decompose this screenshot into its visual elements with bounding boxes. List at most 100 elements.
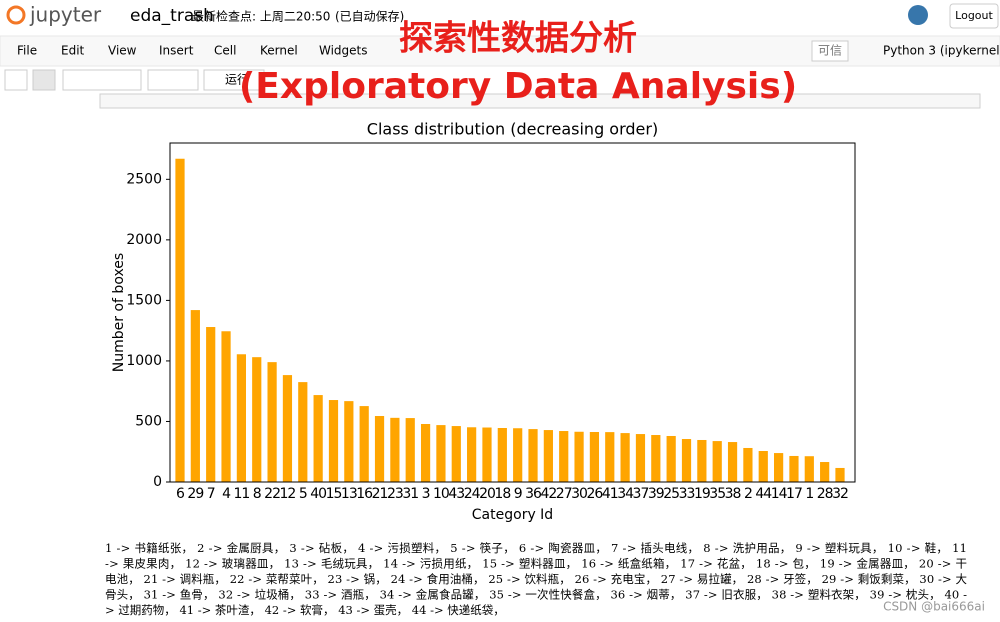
plot-frame <box>169 142 856 483</box>
move-buttons[interactable] <box>147 69 199 91</box>
bar <box>605 432 615 482</box>
bar <box>298 382 308 482</box>
bar <box>666 435 676 482</box>
x-tick-label: 35 <box>709 486 725 502</box>
x-tick-label: 18 <box>494 486 510 502</box>
bar <box>727 442 738 482</box>
bar <box>374 416 385 482</box>
x-tick-label: 3 <box>422 486 430 502</box>
edit-buttons[interactable] <box>62 69 142 91</box>
bar <box>513 428 523 482</box>
x-tick-label: 12 <box>280 486 296 502</box>
menu-item[interactable]: Kernel <box>260 44 298 58</box>
bar <box>681 439 692 482</box>
bar <box>835 467 845 482</box>
x-tick-label: 40 <box>310 486 326 502</box>
trusted: 可信 <box>818 44 842 58</box>
x-tick-label: 6 <box>176 486 185 502</box>
bar <box>282 375 293 482</box>
bar <box>804 456 814 482</box>
bar <box>221 331 231 482</box>
bar <box>482 427 492 482</box>
bar <box>267 362 277 482</box>
x-tick-label: 33 <box>679 486 695 502</box>
x-tick-label: 1 <box>805 486 813 502</box>
x-tick-label: 11 <box>233 486 249 502</box>
bar <box>758 451 768 482</box>
logout-button[interactable] <box>949 3 999 29</box>
save-button[interactable] <box>4 69 28 91</box>
autosave: (已自动保存) <box>335 10 404 24</box>
bar <box>620 433 630 482</box>
bar <box>206 327 216 482</box>
y-tick-label: 2500 <box>126 171 162 187</box>
y-tick-label: 0 <box>153 474 162 490</box>
x-axis-label: Category Id <box>472 507 553 523</box>
bar <box>390 417 400 482</box>
bar <box>405 418 415 482</box>
x-tick-label: 21 <box>372 486 388 502</box>
menu-item[interactable]: Widgets <box>319 44 368 58</box>
y-tick-label: 1000 <box>126 353 162 369</box>
bar <box>574 431 584 482</box>
x-tick-label: 16 <box>356 486 373 502</box>
x-tick-label: 42 <box>540 486 556 502</box>
chart-title: Class distribution (decreasing order) <box>367 120 658 139</box>
x-tick-label: 24 <box>464 486 481 502</box>
bar <box>743 447 753 482</box>
x-tick-label: 32 <box>832 486 848 502</box>
kernel-name: Python 3 (ipykernel) <box>883 44 1000 58</box>
logo: jupyter <box>29 3 102 27</box>
bar <box>359 406 369 482</box>
legend-line: 1 -> 书籍纸张， 2 -> 金属厨具， 3 -> 砧板， 4 -> 污损塑料… <box>105 541 967 555</box>
bar <box>635 434 646 482</box>
legend-line: 骨头， 31 -> 鱼骨， 32 -> 垃圾桶， 33 -> 酒瓶， 34 ->… <box>105 588 967 602</box>
x-tick-label: 27 <box>556 486 572 502</box>
x-tick-label: 26 <box>587 486 604 502</box>
add-button[interactable] <box>32 69 56 91</box>
x-tick-label: 28 <box>817 486 833 502</box>
bar <box>436 425 446 482</box>
notebook-name[interactable]: eda_trash <box>130 6 214 26</box>
bar <box>697 439 707 482</box>
x-tick-label: 7 <box>207 486 215 502</box>
menu-item[interactable]: Cell <box>214 44 236 58</box>
x-tick-label: 39 <box>648 486 664 502</box>
x-tick-label: 36 <box>525 486 542 502</box>
y-tick-label: 2000 <box>126 232 162 248</box>
trusted-badge <box>811 40 849 62</box>
menu-item[interactable]: View <box>108 44 137 58</box>
bar <box>175 158 185 482</box>
x-tick-label: 23 <box>387 486 403 502</box>
x-tick-label: 22 <box>264 486 280 502</box>
x-tick-label: 4 <box>222 486 231 502</box>
x-tick-label: 29 <box>187 486 203 502</box>
logout-label[interactable]: Logout <box>955 9 993 22</box>
y-tick-label: 500 <box>135 413 162 429</box>
toolbar: 运行 <box>4 69 265 91</box>
watermark: CSDN @bai666ai <box>883 600 985 614</box>
code-cell[interactable] <box>99 93 981 109</box>
x-tick-label: 38 <box>725 486 741 502</box>
menu-item[interactable]: Insert <box>159 44 194 58</box>
bar <box>559 431 569 482</box>
menu-item[interactable]: File <box>17 44 37 58</box>
x-tick-label: 41 <box>602 486 618 502</box>
run-button[interactable] <box>203 69 265 91</box>
bar <box>789 455 799 482</box>
x-tick-label: 30 <box>571 486 587 502</box>
menu-item[interactable]: Edit <box>61 44 85 58</box>
bar <box>820 462 830 482</box>
x-tick-label: 34 <box>617 486 634 502</box>
checkpoint: 最新检查点: 上周二20:50 <box>192 9 330 24</box>
overlay-title: 探索性数据分析 <box>399 19 637 59</box>
x-tick-label: 15 <box>326 486 342 502</box>
bar <box>236 354 246 482</box>
bar <box>313 395 323 482</box>
x-tick-label: 37 <box>633 486 649 502</box>
y-axis-label: Number of boxes <box>111 253 127 372</box>
run-label[interactable]: 运行 <box>225 73 249 87</box>
bar <box>774 453 784 482</box>
x-tick-label: 20 <box>479 486 495 502</box>
